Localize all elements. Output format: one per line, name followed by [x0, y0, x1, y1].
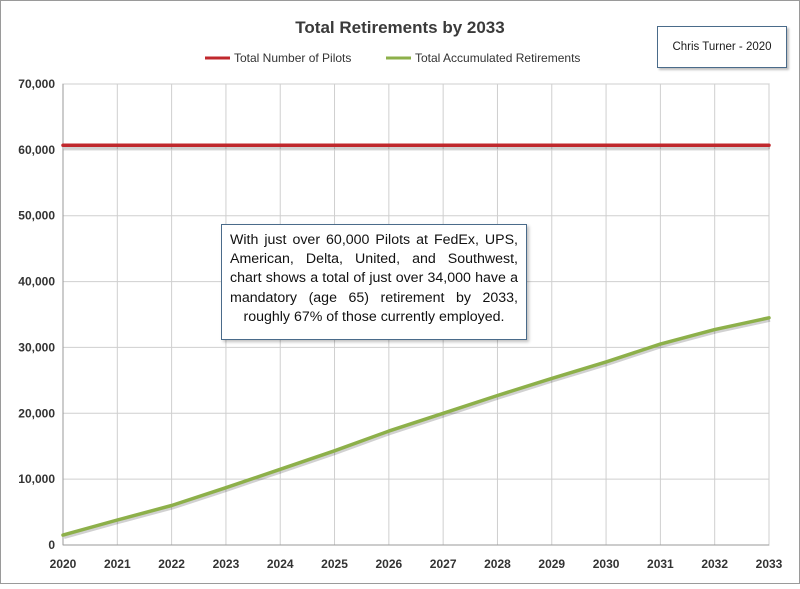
credit-text: Chris Turner - 2020	[672, 41, 772, 53]
legend: Total Number of Pilots Total Accumulated …	[205, 51, 580, 65]
y-tick-label: 70,000	[18, 77, 55, 91]
x-tick-label: 2025	[321, 557, 348, 571]
x-tick-label: 2021	[104, 557, 131, 571]
y-tick-label: 50,000	[18, 209, 55, 223]
series-line-shadow	[63, 317, 771, 540]
y-tick-label: 60,000	[18, 143, 55, 157]
x-tick-label: 2027	[430, 557, 457, 571]
x-tick-label: 2033	[756, 557, 783, 571]
credit-annotation: Chris Turner - 2020	[657, 26, 787, 68]
y-tick-label: 20,000	[18, 406, 55, 420]
chart-title: Total Retirements by 2033	[295, 18, 504, 37]
x-tick-label: 2032	[701, 557, 728, 571]
y-tick-label: 0	[48, 538, 55, 552]
x-tick-label: 2023	[213, 557, 240, 571]
legend-label-0: Total Number of Pilots	[234, 51, 351, 65]
x-tick-label: 2031	[647, 557, 674, 571]
x-tick-label: 2028	[484, 557, 511, 571]
note-annotation: With just over 60,000 Pilots at FedEx, U…	[221, 224, 527, 340]
legend-label-1: Total Accumulated Retirements	[415, 51, 580, 65]
y-tick-label: 40,000	[18, 275, 55, 289]
x-tick-label: 2030	[593, 557, 620, 571]
x-tick-label: 2026	[375, 557, 402, 571]
series-layer	[61, 143, 771, 540]
x-tick-label: 2020	[50, 557, 77, 571]
y-tick-label: 10,000	[18, 472, 55, 486]
axis-layer: 0 10,000 20,000 30,000 40,000 50,000 60,000 70,…	[18, 77, 782, 571]
note-text: With just over 60,000 Pilots at FedEx, U…	[230, 232, 518, 325]
x-tick-label: 2029	[538, 557, 565, 571]
y-tick-label: 30,000	[18, 340, 55, 354]
x-tick-label: 2024	[267, 557, 294, 571]
series-line-1	[61, 316, 771, 537]
x-tick-label: 2022	[158, 557, 185, 571]
